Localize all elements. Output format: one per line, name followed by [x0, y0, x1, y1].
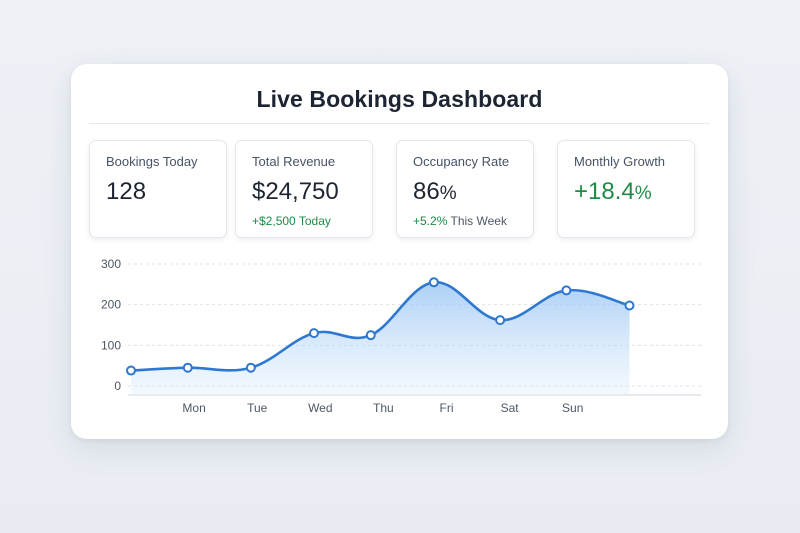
series-line	[129, 280, 631, 372]
page-title: Live Bookings Dashboard	[256, 86, 543, 112]
metric-value-unit: %	[634, 183, 652, 204]
metric-value: $24,750	[252, 178, 339, 206]
data-point	[495, 315, 506, 326]
x-tick-label: Tue	[247, 401, 268, 415]
metric-change-period: Today	[298, 214, 331, 228]
x-tick-label: Thu	[373, 401, 394, 415]
data-point	[182, 362, 193, 373]
data-point	[308, 328, 319, 339]
bookings-chart: 0 100 200 300 Mon Tue Wed Thu Fri Sat Sun	[71, 249, 728, 424]
series-area	[131, 282, 630, 395]
metric-label: Occupancy Rate	[413, 154, 510, 169]
metric-card-occupancy-rate[interactable]: Occupancy Rate 86% +5.2% This Week	[396, 140, 534, 238]
metric-value-number: 128	[106, 178, 147, 205]
metric-value: +18.4%	[574, 178, 652, 206]
bookings-chart-svg: 0 100 200 300 Mon Tue Wed Thu Fri Sat Sun	[101, 257, 701, 415]
dashboard-panel: Live Bookings Dashboard Bookings Today 1…	[71, 64, 728, 439]
data-point	[126, 365, 136, 376]
x-tick-label: Sun	[562, 401, 583, 415]
metric-value: 86%	[413, 178, 457, 206]
data-point	[365, 330, 376, 341]
metric-change: +$2,500 Today	[252, 214, 331, 228]
metric-card-bookings-today[interactable]: Bookings Today 128	[89, 140, 227, 238]
title-divider	[89, 123, 710, 124]
metric-value-number: 86	[413, 178, 440, 205]
data-point	[624, 300, 635, 311]
y-tick-label: 100	[101, 338, 121, 352]
y-tick-label: 0	[114, 379, 121, 393]
data-point	[428, 277, 439, 288]
y-tick-label: 200	[101, 298, 121, 312]
metric-change-value: +5.2%	[413, 214, 448, 228]
metric-value-unit: %	[439, 183, 457, 204]
y-tick-label: 300	[101, 257, 121, 271]
x-tick-label: Sat	[501, 401, 520, 415]
x-tick-label: Fri	[440, 401, 454, 415]
metric-change: +5.2% This Week	[413, 214, 507, 228]
metric-label: Total Revenue	[252, 154, 336, 169]
x-tick-label: Mon	[182, 401, 205, 415]
metric-card-total-revenue[interactable]: Total Revenue $24,750 +$2,500 Today	[235, 140, 373, 238]
x-tick-label: Wed	[308, 401, 332, 415]
data-point	[245, 362, 256, 373]
data-point	[561, 285, 572, 296]
metric-change-value: +$2,500	[252, 214, 296, 228]
metric-label: Bookings Today	[106, 154, 198, 169]
metric-card-monthly-growth[interactable]: Monthly Growth +18.4%	[557, 140, 695, 238]
metric-value-number: +18.4	[574, 178, 635, 205]
metric-value-number: $24,750	[252, 178, 339, 205]
metric-value: 128	[106, 178, 146, 206]
metric-label: Monthly Growth	[574, 154, 666, 169]
metric-change-period: This Week	[450, 214, 507, 228]
metric-cards: Bookings Today 128 Total Revenue $24,750…	[89, 140, 711, 238]
